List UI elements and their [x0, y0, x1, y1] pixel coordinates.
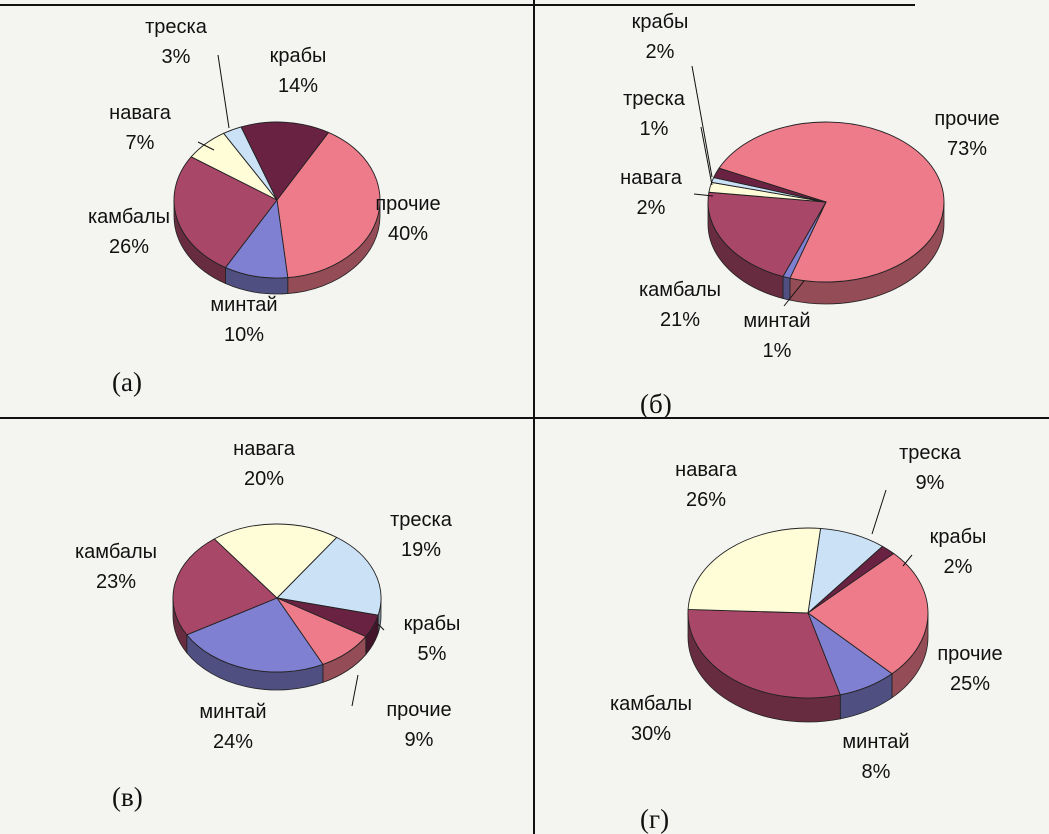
slice-value-crabs: 2% — [944, 556, 973, 578]
pie-chart-g: треска 9% крабы 2% прочие 25% минтай 8% камбалы 3… — [610, 442, 1003, 783]
slice-label-navaga: навага — [675, 459, 738, 481]
slice-label-cod: треска — [390, 509, 453, 531]
leader-line-navaga — [693, 193, 714, 197]
slice-label-flounder: камбалы — [610, 693, 692, 715]
pie-slice-other — [718, 121, 945, 283]
slice-label-pollock: минтай — [842, 731, 909, 753]
pie-slice-flounder — [707, 191, 827, 277]
pie-slice-crabs — [713, 167, 827, 203]
slice-label-navaga: навага — [233, 438, 296, 460]
slice-value-cod: 3% — [162, 46, 191, 68]
leader-line-other — [351, 674, 359, 707]
panel-label-g: (г) — [640, 804, 669, 834]
leader-line-crabs — [902, 554, 913, 567]
pie-side-walls — [173, 199, 381, 295]
pie-slice-other — [276, 132, 381, 279]
slice-value-navaga: 20% — [244, 468, 284, 490]
pie-slice-navaga — [213, 523, 338, 599]
slice-label-crabs: крабы — [404, 613, 461, 635]
slice-label-cod: треска — [623, 88, 686, 110]
slice-value-flounder: 26% — [109, 236, 149, 258]
slice-label-other: прочие — [375, 193, 440, 215]
panel-label-a: (а) — [112, 367, 142, 397]
pie-slice-flounder — [172, 538, 278, 636]
slice-value-navaga: 26% — [686, 489, 726, 511]
slice-label-flounder: камбалы — [88, 206, 170, 228]
slice-label-other: прочие — [934, 108, 999, 130]
leader-line-crabs — [691, 65, 713, 178]
pie-slice-flounder — [173, 156, 278, 268]
slice-value-crabs: 5% — [418, 643, 447, 665]
slice-value-flounder: 30% — [631, 723, 671, 745]
slice-value-flounder: 21% — [660, 309, 700, 331]
slice-label-cod: треска — [899, 442, 962, 464]
slice-label-navaga: навага — [620, 167, 683, 189]
slice-value-navaga: 2% — [637, 197, 666, 219]
leader-line-navaga — [197, 141, 215, 151]
leader-line-cod — [700, 126, 713, 186]
slice-label-flounder: камбалы — [639, 279, 721, 301]
pie-side-pollock — [782, 275, 791, 301]
slice-value-pollock: 24% — [213, 731, 253, 753]
slice-value-other: 25% — [950, 673, 990, 695]
pie-slice-navaga — [687, 527, 821, 614]
slice-label-navaga: навага — [109, 102, 172, 124]
pie-chart-v: треска 19% крабы 5% прочие 9% минтай 24% камбалы… — [75, 438, 460, 753]
pie-slice-other — [807, 553, 929, 675]
slice-label-other: прочие — [937, 643, 1002, 665]
pie-slice-crabs — [240, 121, 329, 201]
slice-value-crabs: 14% — [278, 75, 318, 97]
slice-value-other: 40% — [388, 223, 428, 245]
slice-value-navaga: 7% — [126, 132, 155, 154]
slice-value-pollock: 8% — [862, 761, 891, 783]
slice-value-other: 73% — [947, 138, 987, 160]
slice-value-cod: 19% — [401, 539, 441, 561]
slice-label-pollock: минтай — [210, 294, 277, 316]
slice-value-cod: 9% — [916, 472, 945, 494]
pie-slice-flounder — [687, 608, 841, 699]
slice-label-crabs: крабы — [632, 11, 689, 33]
panel-label-v: (в) — [112, 782, 143, 812]
pie-slice-pollock — [186, 597, 324, 673]
slice-label-other: прочие — [386, 699, 451, 721]
slice-label-pollock: минтай — [199, 701, 266, 723]
pie-slice-cod — [276, 536, 382, 616]
slice-value-pollock: 10% — [224, 324, 264, 346]
panel-label-b: (б) — [640, 389, 672, 419]
slice-label-crabs: крабы — [270, 45, 327, 67]
slice-value-pollock: 1% — [763, 340, 792, 362]
pie-chart-a: прочие 40% минтай 10% камбалы 26% навага 7% трес… — [88, 16, 441, 346]
leader-line-crabs — [377, 623, 385, 631]
leader-line-cod — [871, 489, 887, 535]
slice-value-cod: 1% — [640, 118, 669, 140]
slice-value-other: 9% — [405, 729, 434, 751]
slice-value-crabs: 2% — [646, 41, 675, 63]
pie-chart-b: прочие 73% минтай 1% камбалы 21% навага 2% треск… — [620, 11, 1000, 362]
leader-line-cod — [217, 54, 230, 129]
slice-label-crabs: крабы — [930, 526, 987, 548]
slice-label-pollock: минтай — [743, 310, 810, 332]
slice-value-flounder: 23% — [96, 571, 136, 593]
slice-label-flounder: камбалы — [75, 541, 157, 563]
leader-line-pollock — [783, 280, 805, 307]
slice-label-cod: треска — [145, 16, 208, 38]
